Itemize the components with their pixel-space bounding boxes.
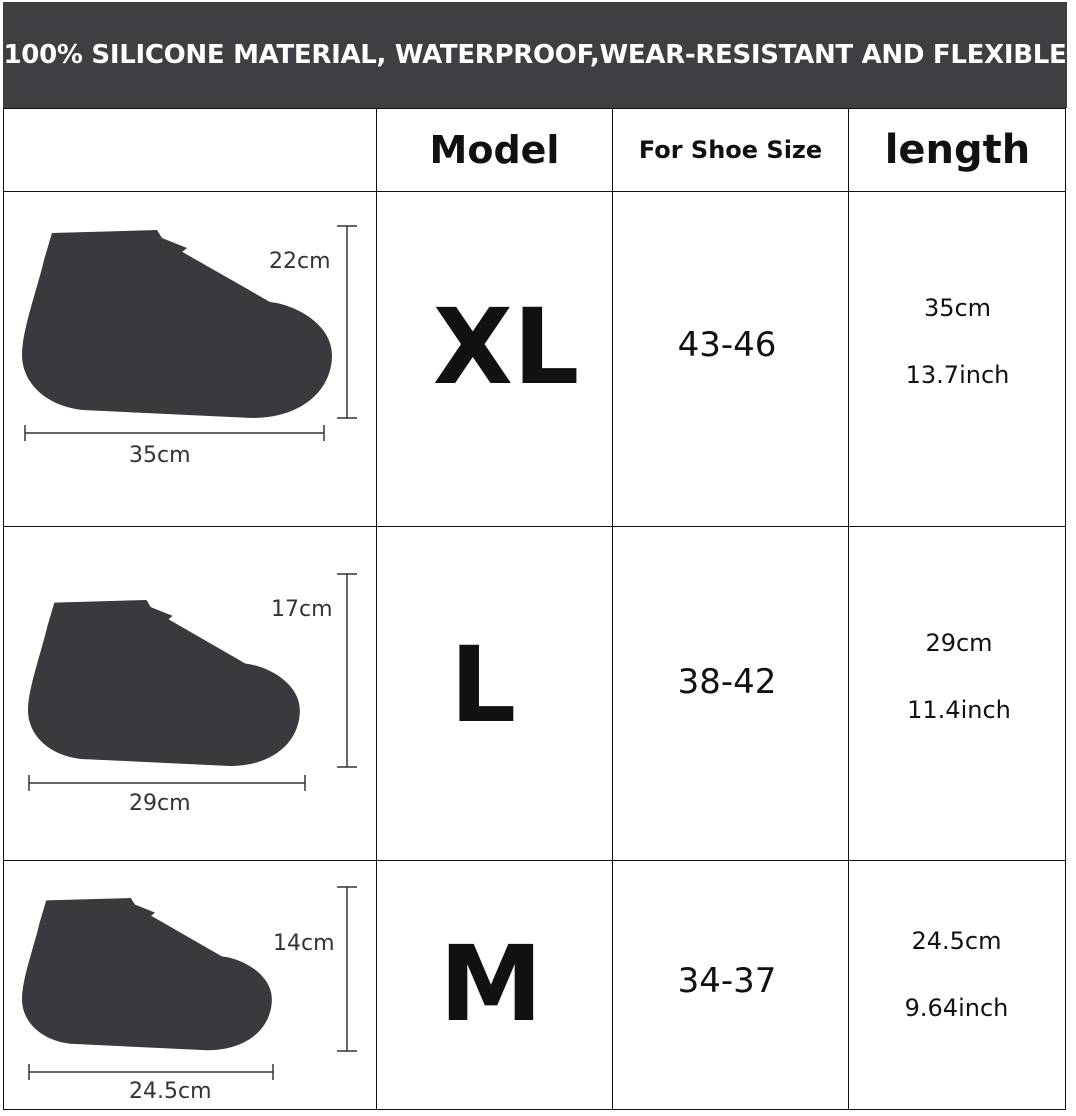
width-label: 24.5cm <box>129 1079 212 1104</box>
banner-title: 100% SILICONE MATERIAL, WATERPROOF,WEAR-… <box>3 2 1067 108</box>
length-xl: 35cm 13.7inch <box>849 192 1066 492</box>
divider <box>376 108 377 1110</box>
model-l: L <box>449 623 517 746</box>
shoe-size-xl: 43-46 <box>677 325 777 365</box>
shoe-diagram-xl: 22cm 35cm <box>22 225 357 468</box>
length-cm: 29cm <box>925 629 993 657</box>
length-cm: 24.5cm <box>911 927 1002 955</box>
length-cm: 35cm <box>923 294 992 322</box>
height-label: 14cm <box>273 931 335 956</box>
shoe-icon <box>22 230 332 418</box>
length-inch: 9.64inch <box>904 994 1009 1022</box>
width-label: 29cm <box>129 791 191 816</box>
divider <box>3 860 1066 861</box>
height-label: 22cm <box>269 249 331 274</box>
shoe-icon <box>22 898 272 1051</box>
length-inch: 13.7inch <box>905 361 1010 389</box>
divider <box>3 526 1066 527</box>
height-label: 17cm <box>271 597 333 622</box>
header-length: length <box>884 127 1031 173</box>
length-m: 24.5cm 9.64inch <box>849 861 1064 1089</box>
divider <box>3 191 1066 192</box>
header-shoe-size: For Shoe Size <box>638 136 823 164</box>
shoe-diagram-m: 14cm 24.5cm <box>22 886 357 1104</box>
width-label: 35cm <box>129 443 191 468</box>
shoe-diagram-l: 17cm 29cm <box>28 573 357 816</box>
header-model: Model <box>429 128 560 172</box>
shoe-icon <box>28 600 300 767</box>
shoe-size-l: 38-42 <box>677 662 777 702</box>
length-l: 29cm 11.4inch <box>849 527 1069 827</box>
shoe-size-m: 34-37 <box>677 961 777 1001</box>
divider <box>848 108 849 1110</box>
length-inch: 11.4inch <box>907 696 1011 724</box>
model-m: M <box>439 922 543 1045</box>
size-table <box>3 108 1066 1110</box>
divider <box>612 108 613 1110</box>
model-xl: XL <box>432 286 580 408</box>
